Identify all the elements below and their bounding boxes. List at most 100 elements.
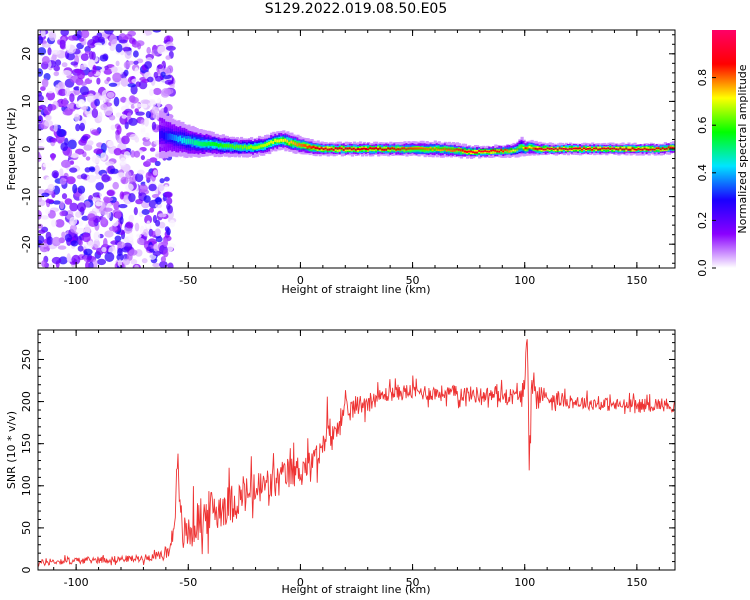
spectrogram-band-cell [336,148,340,152]
spectrogram-band-cell [359,148,363,151]
spectrogram-noise-cell [136,124,145,129]
y-tick-label: 200 [20,391,33,412]
spectrogram-noise-cell [62,97,68,108]
spectrogram-band-cell [500,149,504,152]
spectrogram-band-cell [536,146,540,150]
spectrogram-band-cell [211,142,215,146]
spectrogram-noise-cell [153,243,159,252]
spectrogram-noise-cell [75,123,81,132]
spectrogram-band-cell [243,145,248,148]
spectrogram-noise-cell [128,193,136,203]
spectrogram-noise-cell [115,60,120,67]
y-tick-label: -10 [20,188,33,206]
spectrogram-noise-cell [141,258,148,264]
spectrogram-band-cell [603,147,607,150]
spectrogram-noise-cell [62,109,73,116]
spectrogram-noise-cell [38,261,42,267]
spectrogram-noise-cell [61,62,68,68]
spectrogram-noise-cell [125,98,130,108]
spectrogram-noise-cell [109,44,116,51]
spectrogram-noise-cell [164,226,170,232]
spectrogram-band-cell [597,146,601,150]
spectrogram-band-cell [336,147,340,150]
spectrogram-band-cell [383,146,387,151]
spectrogram-noise-cell [144,214,153,225]
spectrogram-band-cell [264,143,268,147]
spectrogram-noise-cell [140,155,145,161]
spectrogram-band-cell [472,151,476,154]
spectrogram-band-cell [653,148,657,151]
spectrogram-band-cell [290,140,294,144]
spectrogram-band-cell [260,144,264,148]
spectrogram-band-cell [203,141,207,146]
spectrogram-noise-cell [98,111,103,122]
x-tick-label: -50 [179,576,197,589]
spectrogram-band-cell [629,146,633,150]
spectrogram-band-cell [272,141,276,144]
spectrogram-band-cell [510,150,514,153]
colorbar-tick-label: 0.4 [696,164,709,182]
spectrogram-band-cell [167,133,171,141]
spectrogram-band-cell [403,147,407,152]
spectrogram-band-cell [544,148,548,151]
spectrogram-band-cell [399,148,403,151]
spectrogram-noise-cell [169,83,175,89]
spectrogram-noise-cell [88,50,94,60]
spectrogram-noise-cell [116,241,126,249]
spectrogram-band-cell [381,148,385,151]
spectrogram-band-cell [641,148,645,151]
spectrogram-noise-cell [46,87,55,94]
spectrogram-noise-cell [135,81,141,87]
spectrogram-band-cell [258,145,262,149]
snr-plot-area [38,339,675,567]
spectrogram-noise-cell [157,184,165,192]
spectrogram-noise-cell [163,106,168,114]
spectrogram-band-cell [391,147,395,150]
spectrogram-noise-cell [80,30,90,39]
spectrogram-noise-cell [115,112,122,118]
spectrogram-noise-cell [140,32,147,38]
spectrogram-noise-cell [133,60,139,65]
spectrogram-band-cell [340,147,344,150]
spectrogram-noise-cell [103,207,113,212]
spectrogram-band-cell [490,149,494,152]
spectrogram-band-cell [437,146,441,151]
spectrogram-noise-cell [149,88,154,96]
spectrogram-band-cell [193,140,197,146]
spectrogram-band-cell [488,150,492,153]
spectrogram-noise-cell [160,256,166,263]
spectrogram-noise-cell [113,200,120,210]
spectrogram-noise-cell [60,30,69,37]
spectrogram-band-cell [645,146,649,150]
spectrogram-band-cell [385,148,389,151]
spectrogram-noise-cell [104,252,115,262]
spectrogram-noise-cell [75,211,82,218]
spectrogram-band-cell [558,147,562,152]
spectrogram-band-cell [466,150,470,153]
spectrogram-noise-cell [38,229,46,234]
spectrogram-band-cell [302,144,306,147]
spectrogram-band-cell [528,145,532,149]
spectrogram-noise-cell [87,240,94,249]
spectrogram-band-cell [520,144,524,148]
spectrogram-noise-cell [43,96,49,105]
spectrogram-noise-cell [155,97,161,103]
spectrogram-band-cell [375,147,379,150]
spectrogram-band-cell [494,150,498,154]
spectrogram-noise-cell [157,213,167,218]
spectrogram-band-cell [363,147,367,150]
spectrogram-noise-cell [133,207,138,216]
spectrogram-band-cell [554,148,558,152]
spectrogram-noise-cell [119,191,125,200]
spectrogram-band-cell [250,145,254,149]
spectrogram-noise-cell [149,207,154,213]
spectrogram-band-cell [641,146,645,151]
spectrogram-band-cell [449,147,453,152]
spectrogram-band-cell [310,146,314,149]
spectrogram-noise-cell [78,99,86,108]
spectrogram-band-cell [439,148,443,152]
spectrogram-band-cell [300,144,304,147]
spectrogram-noise-cell [165,243,174,252]
spectrogram-noise-cell [122,258,131,266]
y-tick-label: 0 [20,567,33,574]
